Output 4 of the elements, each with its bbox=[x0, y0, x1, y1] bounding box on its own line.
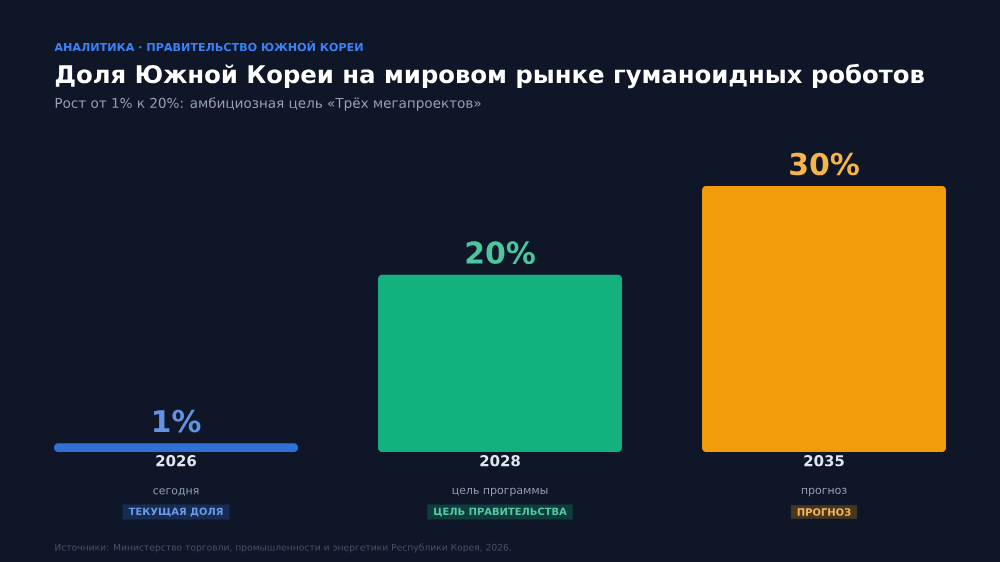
data-label: 30% bbox=[790, 152, 859, 176]
data-label: 20% bbox=[466, 241, 535, 264]
chart-title: Доля Южной Кореи на мировом рынке гуманоидных роботов bbox=[55, 63, 924, 89]
data-label: 1% bbox=[154, 409, 201, 433]
